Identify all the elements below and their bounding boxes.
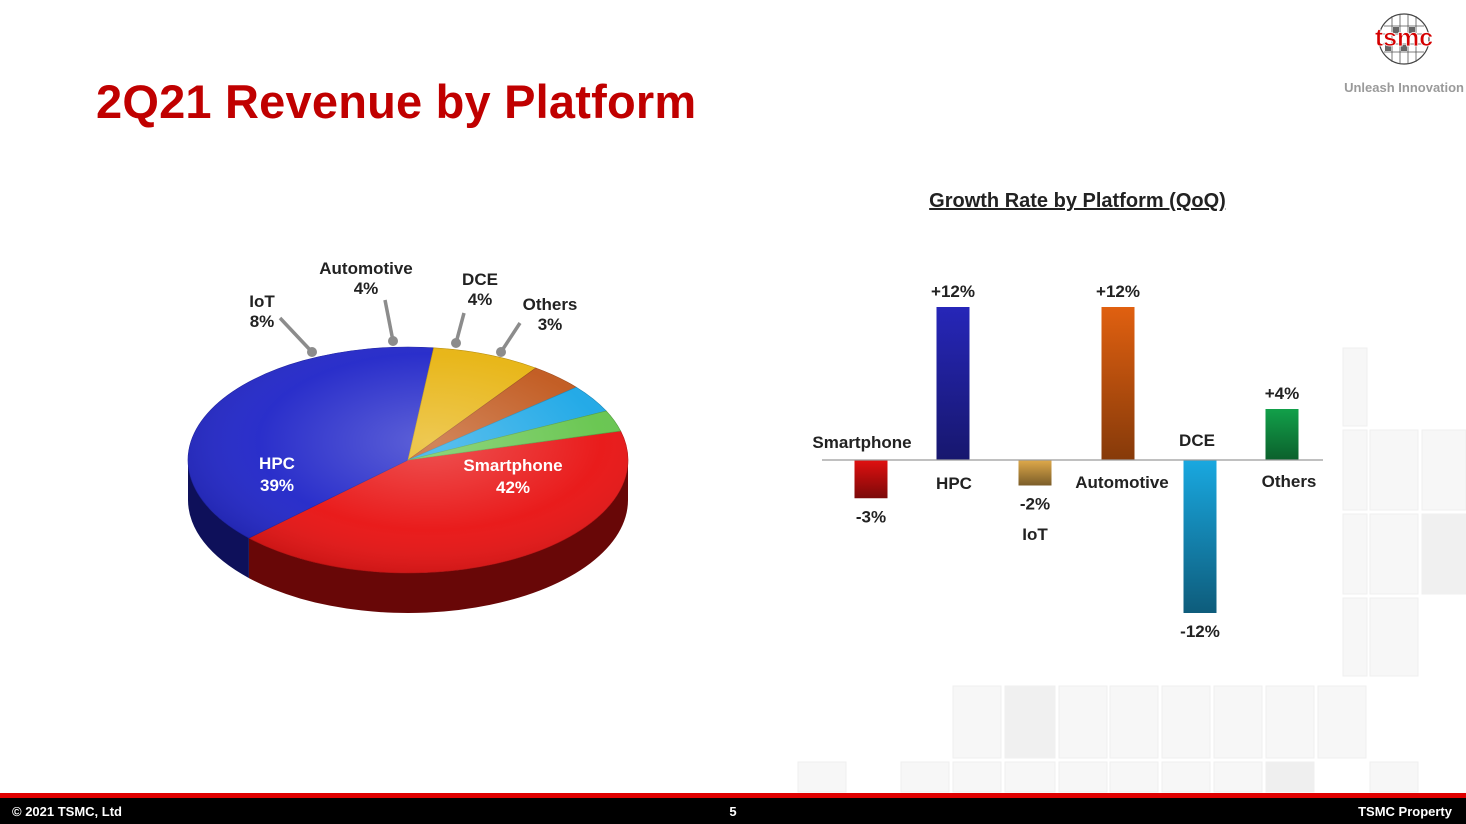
bar-value-label-smartphone: -3% <box>856 507 886 526</box>
pie-value-automotive: 4% <box>354 279 379 298</box>
bar-value-label-automotive: +12% <box>1096 282 1140 301</box>
page-title: 2Q21 Revenue by Platform <box>96 75 697 128</box>
pie-leader-others <box>499 322 522 353</box>
bar-iot <box>1018 460 1052 486</box>
pie-value-others: 3% <box>538 315 563 334</box>
pie-value-hpc: 39% <box>260 476 294 495</box>
bar-dce <box>1183 460 1217 613</box>
pie-leader-dot-iot <box>307 347 317 357</box>
pie-value-dce: 4% <box>468 290 493 309</box>
pie-label-iot: IoT <box>249 292 275 311</box>
pie-label-dce: DCE <box>462 270 498 289</box>
footer-bar: © 2021 TSMC, Ltd 5 TSMC Property <box>0 798 1466 824</box>
bar-hpc <box>936 307 970 460</box>
footer-accent-line <box>0 793 1466 798</box>
bar-value-label-iot: -2% <box>1020 495 1050 514</box>
pie-leader-iot <box>278 316 314 354</box>
bar-category-label-others: Others <box>1262 472 1317 491</box>
pie-leader-dot-others <box>496 347 506 357</box>
pie-value-smartphone: 42% <box>496 478 530 497</box>
bar-value-label-dce: -12% <box>1180 622 1220 641</box>
bar-value-label-others: +4% <box>1265 384 1300 403</box>
bar-value-label-hpc: +12% <box>931 282 975 301</box>
pie-label-automotive: Automotive <box>319 259 413 278</box>
bar-category-label-smartphone: Smartphone <box>812 433 911 452</box>
bar-smartphone <box>854 460 888 499</box>
bar-category-label-iot: IoT <box>1022 525 1048 544</box>
pie-leader-automotive <box>383 299 395 342</box>
brand-tagline: Unleash Innovation <box>1344 80 1464 95</box>
pie-value-iot: 8% <box>250 312 275 331</box>
pie-label-hpc: HPC <box>259 454 295 473</box>
pie-side-smartphone <box>248 460 628 614</box>
bar-others <box>1265 409 1299 460</box>
footer-property: TSMC Property <box>1358 804 1452 819</box>
bar-category-label-dce: DCE <box>1179 431 1215 450</box>
footer-copyright: © 2021 TSMC, Ltd <box>12 804 122 819</box>
brand-wordmark: tsmc <box>1375 24 1433 52</box>
pie-leader-dce <box>454 312 466 344</box>
tsmc-logo: tsmc <box>1374 13 1434 65</box>
pie-label-smartphone: Smartphone <box>463 456 562 475</box>
bar-automotive <box>1101 307 1135 460</box>
growth-chart-title: Growth Rate by Platform (QoQ) <box>929 190 1226 212</box>
pie-leader-dot-automotive <box>388 336 398 346</box>
pie-label-others: Others <box>523 295 578 314</box>
bar-category-label-hpc: HPC <box>936 474 972 493</box>
pie-leader-dot-dce <box>451 338 461 348</box>
footer-page-number: 5 <box>729 804 737 819</box>
bar-category-label-automotive: Automotive <box>1075 473 1169 492</box>
